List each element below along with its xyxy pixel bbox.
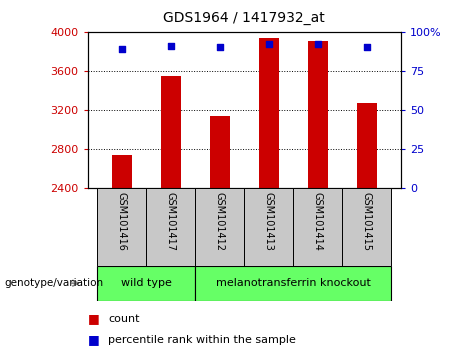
Bar <box>259 38 278 188</box>
Text: ■: ■ <box>88 333 99 346</box>
Bar <box>112 154 132 188</box>
Bar <box>97 188 146 266</box>
Text: percentile rank within the sample: percentile rank within the sample <box>108 335 296 345</box>
Text: GSM101416: GSM101416 <box>117 192 127 250</box>
Text: GDS1964 / 1417932_at: GDS1964 / 1417932_at <box>164 11 325 25</box>
Bar <box>195 266 391 301</box>
Text: GSM101415: GSM101415 <box>362 192 372 251</box>
Bar <box>308 41 328 188</box>
Bar <box>161 76 181 188</box>
Text: count: count <box>108 314 140 324</box>
Text: genotype/variation: genotype/variation <box>5 278 104 288</box>
Bar <box>146 188 195 266</box>
Bar <box>293 188 342 266</box>
Text: GSM101413: GSM101413 <box>264 192 274 250</box>
Bar <box>195 188 244 266</box>
Bar <box>357 103 377 188</box>
Point <box>118 46 125 52</box>
Point <box>167 43 175 49</box>
Bar <box>244 188 293 266</box>
Text: ■: ■ <box>88 312 99 325</box>
Bar <box>210 115 230 188</box>
Point <box>363 45 371 50</box>
Text: GSM101412: GSM101412 <box>215 192 225 251</box>
Point <box>265 41 272 47</box>
Text: GSM101414: GSM101414 <box>313 192 323 250</box>
Bar <box>342 188 391 266</box>
Point <box>314 41 321 47</box>
Bar <box>97 266 195 301</box>
Point <box>216 45 224 50</box>
Text: wild type: wild type <box>121 278 172 288</box>
Text: melanotransferrin knockout: melanotransferrin knockout <box>216 278 371 288</box>
Text: GSM101417: GSM101417 <box>166 192 176 251</box>
